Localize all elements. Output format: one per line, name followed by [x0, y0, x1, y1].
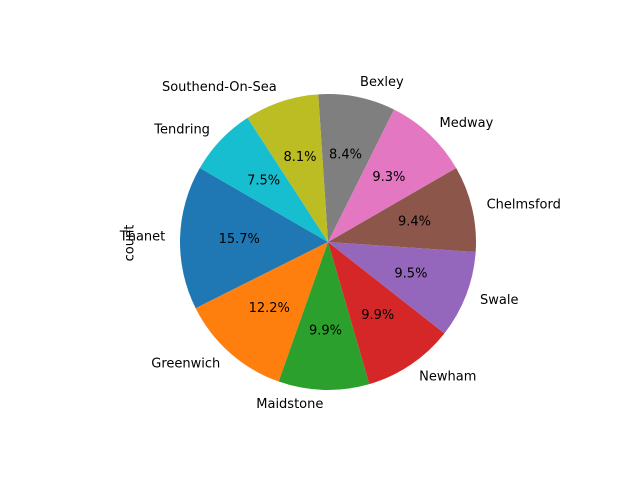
percent-label-maidstone: 9.9% — [309, 323, 342, 338]
category-label-newham: Newham — [419, 369, 476, 384]
percent-label-thanet: 15.7% — [219, 232, 260, 247]
percent-labels: 15.7% 12.2% 9.9% 9.9% 9.5% 9.4% 9.3% 8.4% 8.1%7.… — [219, 147, 431, 338]
category-label-greenwich: Greenwich — [151, 357, 220, 372]
pie-slice-newham — [328, 242, 445, 385]
category-label-swale: Swale — [480, 293, 518, 308]
pie-slice-greenwich — [195, 242, 328, 382]
percent-label-swale: 9.5% — [394, 266, 427, 281]
pie-slice-bexley — [318, 93, 395, 242]
percent-label-bexley: 8.4% — [329, 147, 362, 162]
pie-slice-swale — [328, 242, 476, 334]
category-label-tendring: Tendring — [153, 122, 210, 137]
pie-slice-thanet — [180, 168, 328, 309]
y-axis-label: count — [123, 225, 138, 262]
percent-label-southend-on-sea: 8.1% — [283, 150, 316, 165]
category-label-southend-on-sea: Southend-On-Sea — [162, 80, 277, 95]
category-label-maidstone: Maidstone — [256, 397, 323, 412]
pie-slice-medway — [328, 109, 457, 242]
pie-slice-chelmsford — [328, 168, 476, 252]
percent-label-medway: 9.3% — [372, 170, 405, 185]
percent-label-newham: 9.9% — [361, 308, 394, 323]
percent-label-greenwich: 12.2% — [249, 301, 290, 316]
pie-slice-tendring — [199, 117, 328, 242]
category-label-medway: Medway — [440, 116, 494, 131]
category-label-chelmsford: Chelmsford — [487, 198, 561, 213]
category-label-bexley: Bexley — [360, 75, 404, 90]
pie-slice-southend-on-sea — [247, 94, 328, 242]
pie-slice-maidstone — [278, 242, 370, 390]
pie-slices — [180, 93, 476, 390]
percent-label-tendring: 7.5% — [247, 173, 280, 188]
category-label-thanet: Thanet — [119, 230, 165, 245]
percent-label-chelmsford: 9.4% — [398, 214, 431, 229]
category-labels: Thanet Greenwich Maidstone Newham Swale Chelm… — [119, 75, 561, 412]
